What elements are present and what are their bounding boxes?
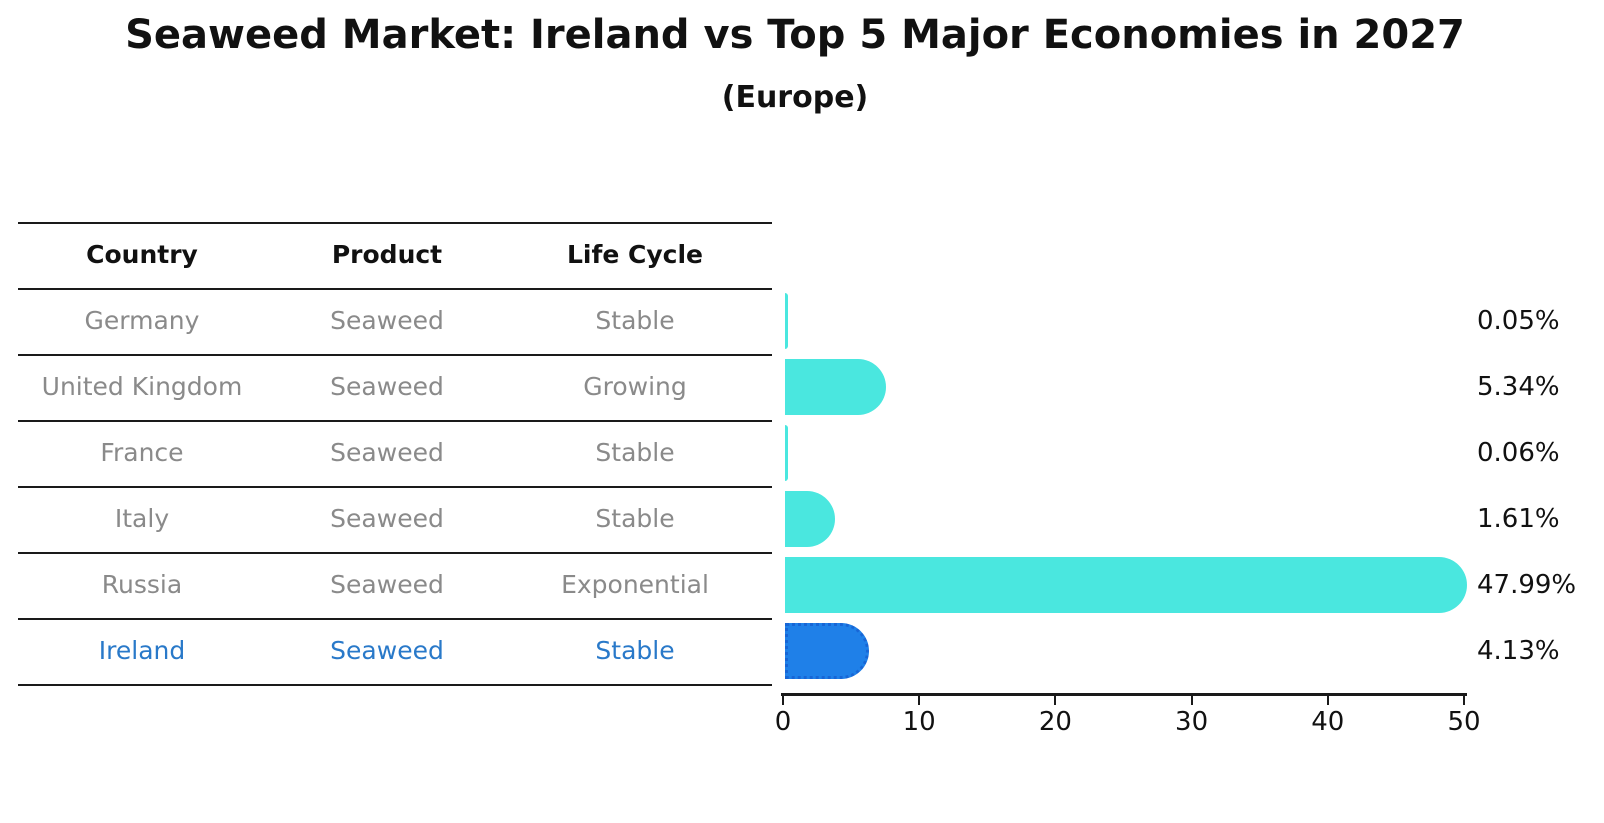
column-header-country: Country — [86, 240, 198, 269]
table-cell-country: Germany — [84, 306, 200, 335]
x-axis-tick — [1054, 694, 1057, 705]
table-row-line — [18, 618, 772, 620]
table-cell-country: Italy — [114, 504, 170, 533]
column-header-product: Product — [331, 240, 443, 269]
x-axis-tick — [1326, 694, 1329, 705]
table-cell-life_cycle: Stable — [595, 306, 675, 335]
table-top-line — [18, 222, 772, 224]
bar-germany — [785, 293, 788, 349]
value-label: 1.61% — [1477, 504, 1560, 534]
x-axis-tick-label: 10 — [902, 707, 936, 737]
table-cell-product: Seaweed — [330, 438, 444, 467]
value-label: 5.34% — [1477, 372, 1560, 402]
x-axis-tick-label: 30 — [1175, 707, 1209, 737]
chart-title: Seaweed Market: Ireland vs Top 5 Major E… — [125, 12, 1465, 58]
x-axis-tick — [782, 694, 784, 705]
table-cell-life_cycle: Stable — [595, 636, 675, 665]
table-row-line — [18, 420, 772, 422]
table-cell-country: France — [100, 438, 184, 467]
value-label: 47.99% — [1477, 570, 1577, 600]
table-cell-country: United Kingdom — [41, 372, 243, 401]
bar-france — [785, 425, 788, 481]
table-row-line — [18, 486, 772, 488]
x-axis-tick — [1190, 694, 1193, 705]
value-label: 0.05% — [1477, 306, 1560, 336]
value-label: 0.06% — [1477, 438, 1560, 468]
table-cell-life_cycle: Growing — [583, 372, 687, 401]
x-axis-tick-label: 40 — [1311, 707, 1345, 737]
x-axis-tick-label: 50 — [1447, 707, 1481, 737]
x-axis-tick — [918, 694, 921, 705]
bar-ireland — [785, 623, 870, 679]
table-row-line — [18, 354, 772, 356]
table-row-line — [18, 684, 772, 686]
table-cell-country: Ireland — [98, 636, 186, 665]
bar-united-kingdom — [785, 359, 886, 415]
table-cell-life_cycle: Stable — [595, 504, 675, 533]
value-label: 4.13% — [1477, 636, 1560, 666]
chart-subtitle: (Europe) — [721, 80, 869, 115]
table-cell-product: Seaweed — [330, 636, 444, 665]
table-cell-country: Russia — [101, 570, 183, 599]
bar-italy — [785, 491, 835, 547]
table-cell-product: Seaweed — [330, 570, 444, 599]
bar-russia — [785, 557, 1467, 613]
column-header-life_cycle: Life Cycle — [566, 240, 704, 269]
x-axis-line — [781, 693, 1467, 696]
table-cell-life_cycle: Stable — [595, 438, 675, 467]
table-cell-product: Seaweed — [330, 306, 444, 335]
table-cell-product: Seaweed — [330, 504, 444, 533]
x-axis-tick-label: 0 — [774, 707, 792, 737]
table-cell-life_cycle: Exponential — [561, 570, 709, 599]
x-axis-tick-label: 20 — [1038, 707, 1072, 737]
table-row-line — [18, 552, 772, 554]
table-cell-product: Seaweed — [330, 372, 444, 401]
x-axis-tick — [1463, 694, 1465, 705]
table-row-line — [18, 288, 772, 290]
